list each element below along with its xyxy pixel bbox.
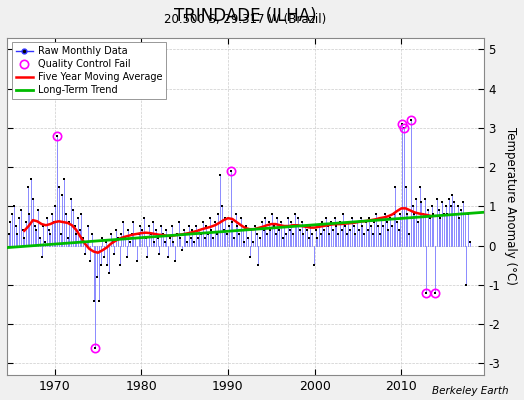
Text: Berkeley Earth: Berkeley Earth [432,386,508,396]
Y-axis label: Temperature Anomaly (°C): Temperature Anomaly (°C) [504,128,517,285]
Text: 20.500 S, 29.317 W (Brazil): 20.500 S, 29.317 W (Brazil) [164,13,326,26]
Title: TRINDADE (ILHA): TRINDADE (ILHA) [174,7,316,25]
Legend: Raw Monthly Data, Quality Control Fail, Five Year Moving Average, Long-Term Tren: Raw Monthly Data, Quality Control Fail, … [12,42,167,99]
